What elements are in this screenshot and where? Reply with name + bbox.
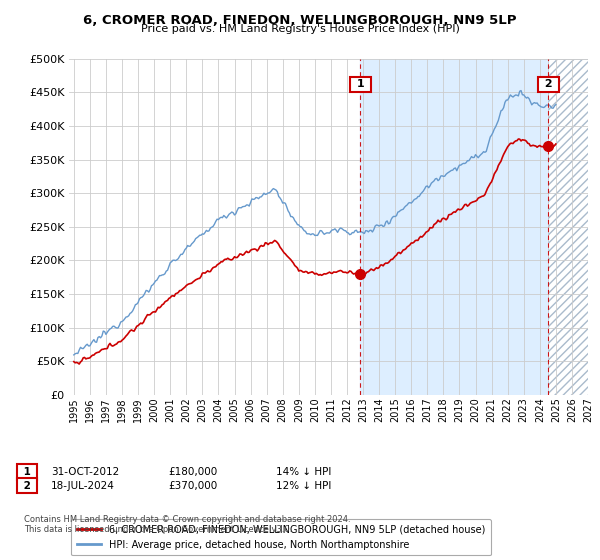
- Text: £370,000: £370,000: [168, 480, 217, 491]
- Text: Contains HM Land Registry data © Crown copyright and database right 2024.: Contains HM Land Registry data © Crown c…: [24, 515, 350, 524]
- Text: 6, CROMER ROAD, FINEDON, WELLINGBOROUGH, NN9 5LP: 6, CROMER ROAD, FINEDON, WELLINGBOROUGH,…: [83, 14, 517, 27]
- Text: 2: 2: [20, 480, 34, 491]
- Text: 18-JUL-2024: 18-JUL-2024: [51, 480, 115, 491]
- Text: 2: 2: [541, 80, 556, 90]
- Text: £180,000: £180,000: [168, 467, 217, 477]
- Text: Price paid vs. HM Land Registry's House Price Index (HPI): Price paid vs. HM Land Registry's House …: [140, 24, 460, 34]
- Text: 31-OCT-2012: 31-OCT-2012: [51, 467, 119, 477]
- Bar: [548, 59, 588, 395]
- Text: 14% ↓ HPI: 14% ↓ HPI: [276, 467, 331, 477]
- Legend: 6, CROMER ROAD, FINEDON, WELLINGBOROUGH, NN9 5LP (detached house), HPI: Average : 6, CROMER ROAD, FINEDON, WELLINGBOROUGH,…: [71, 519, 491, 556]
- Bar: [548, 59, 588, 395]
- Text: This data is licensed under the Open Government Licence v3.0.: This data is licensed under the Open Gov…: [24, 525, 292, 534]
- Text: 12% ↓ HPI: 12% ↓ HPI: [276, 480, 331, 491]
- Text: 1: 1: [353, 80, 368, 90]
- Bar: [361, 59, 588, 395]
- Text: 1: 1: [20, 467, 34, 477]
